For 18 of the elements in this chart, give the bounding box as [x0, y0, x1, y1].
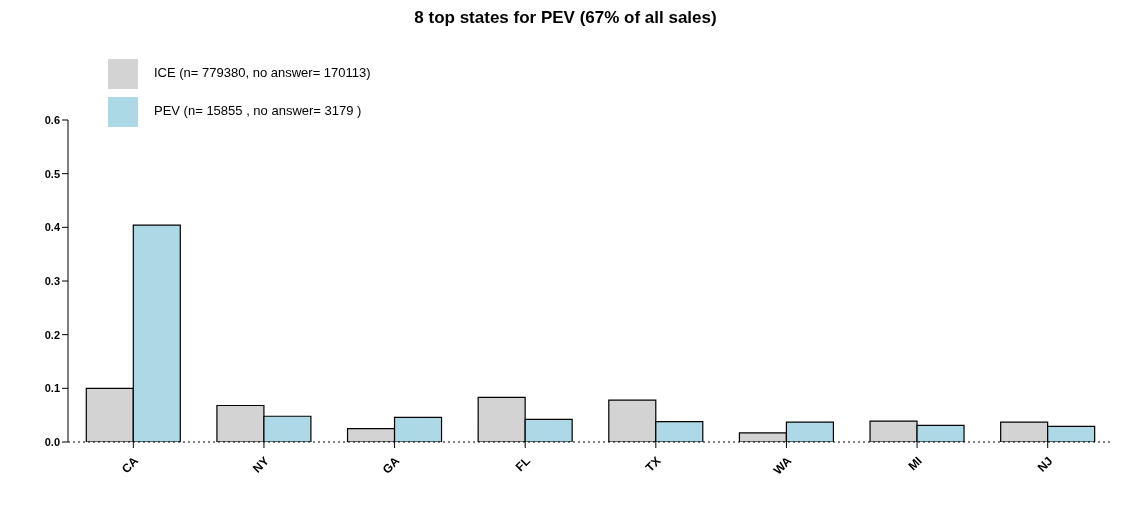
x-tick-label: NY — [250, 453, 272, 476]
x-tick-label: TX — [642, 453, 664, 475]
legend-label: PEV (n= 15855 , no answer= 3179 ) — [154, 103, 362, 118]
x-tick-label: NJ — [1034, 453, 1056, 475]
legend-label: ICE (n= 779380, no answer= 170113) — [154, 65, 371, 80]
x-tick-label: MI — [905, 453, 925, 474]
x-tick-label: FL — [512, 453, 533, 475]
y-tick-label: 0.1 — [44, 382, 60, 395]
x-tick-label: WA — [770, 453, 795, 478]
chart-title: 8 top states for PEV (67% of all sales) — [413, 8, 718, 29]
x-tick-label: CA — [118, 453, 142, 477]
y-tick-label: 0.5 — [44, 167, 60, 180]
y-tick-label: 0.4 — [44, 221, 61, 234]
y-tick-label: 0.0 — [44, 435, 60, 448]
y-tick-label: 0.2 — [44, 328, 60, 341]
y-tick-label: 0.3 — [44, 274, 60, 287]
y-tick-label: 0.6 — [44, 113, 60, 126]
x-tick-label: GA — [379, 453, 403, 477]
